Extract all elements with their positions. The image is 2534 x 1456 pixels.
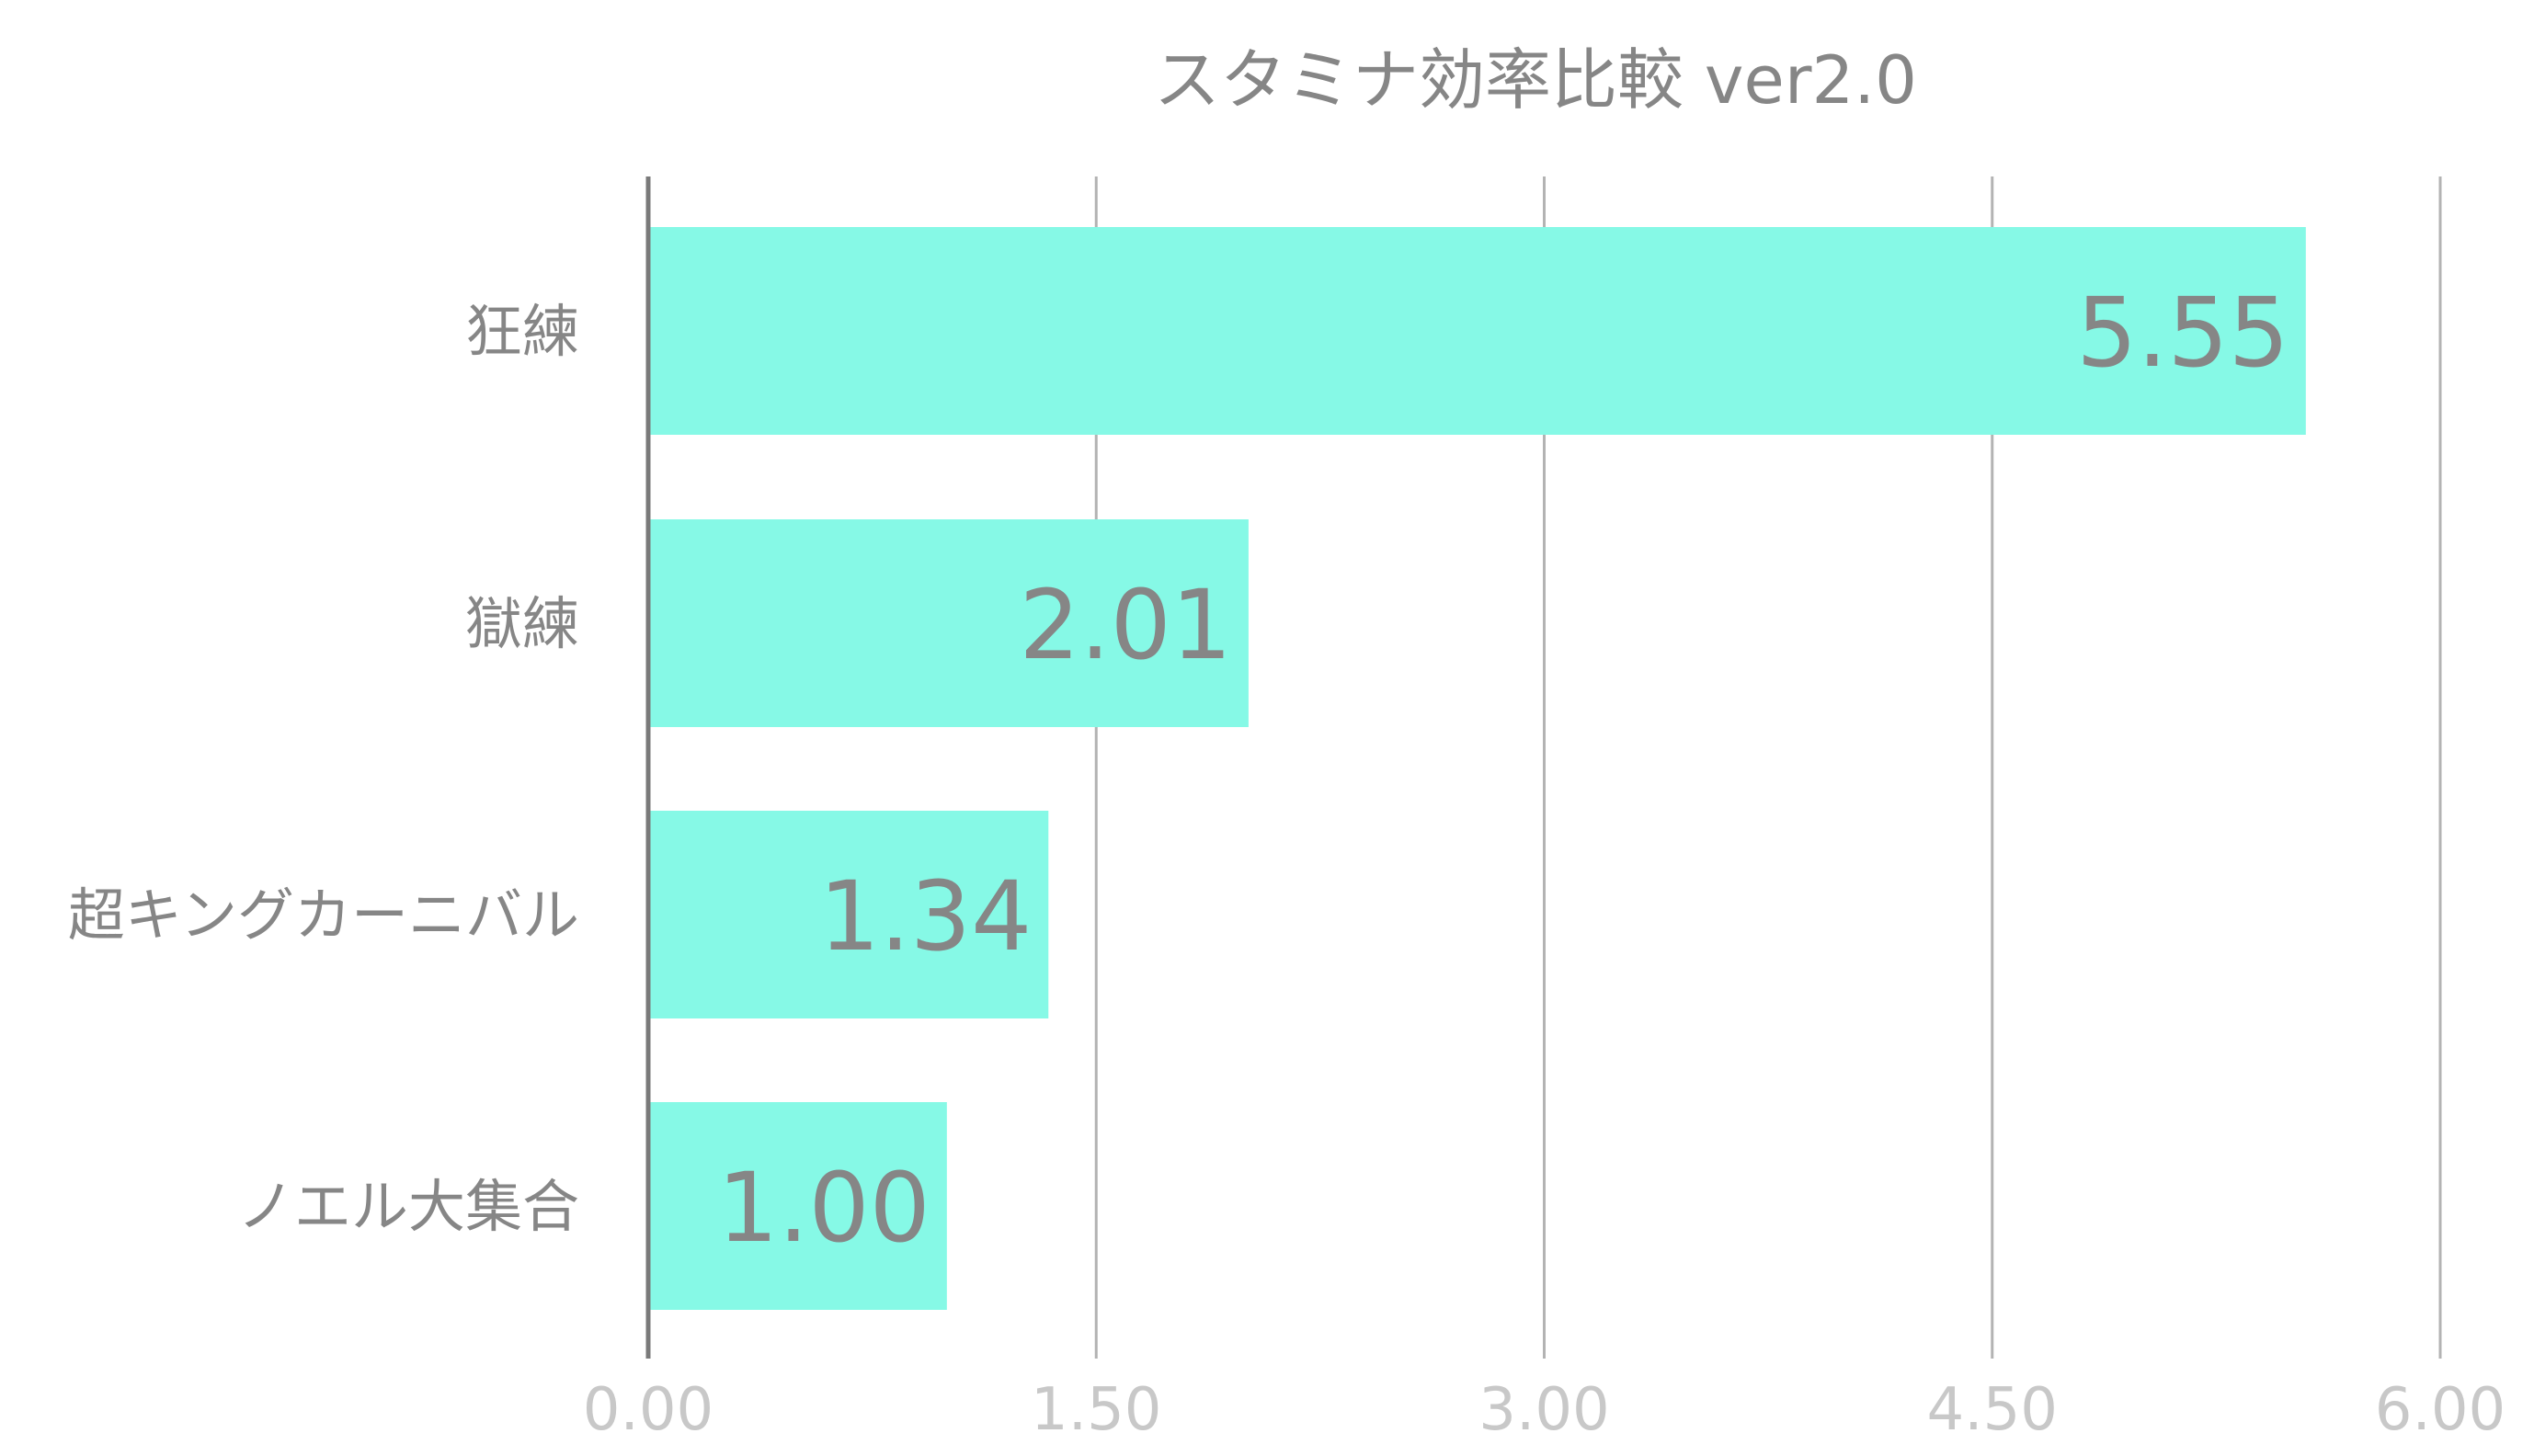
value-label: 1.00 (717, 1152, 930, 1264)
x-tick-label: 4.50 (1927, 1376, 2059, 1444)
value-label: 5.55 (2076, 277, 2289, 389)
bar (648, 811, 1049, 1018)
value-label: 1.34 (819, 860, 1033, 973)
x-tick-label: 0.00 (583, 1376, 714, 1444)
bar (648, 227, 2306, 435)
labels: 0.00 1.50 3.00 4.50 6.00 5.55 狂練 2.01 獄練 1.34 超キング… (68, 277, 2505, 1444)
bars (648, 227, 2306, 1310)
category-label: 狂練 (465, 298, 579, 365)
x-tick-label: 3.00 (1478, 1376, 1610, 1444)
category-label: ノエル大集合 (237, 1173, 579, 1240)
bar (648, 1102, 947, 1310)
value-label: 2.01 (1019, 569, 1232, 681)
x-tick-label: 6.00 (2375, 1376, 2506, 1444)
chart-title: スタミナ効率比較 ver2.0 (1154, 41, 1917, 119)
x-tick-label: 1.50 (1031, 1376, 1162, 1444)
category-label: 超キングカーニバル (68, 882, 579, 949)
bar (648, 519, 1249, 727)
category-label: 獄練 (465, 590, 579, 657)
